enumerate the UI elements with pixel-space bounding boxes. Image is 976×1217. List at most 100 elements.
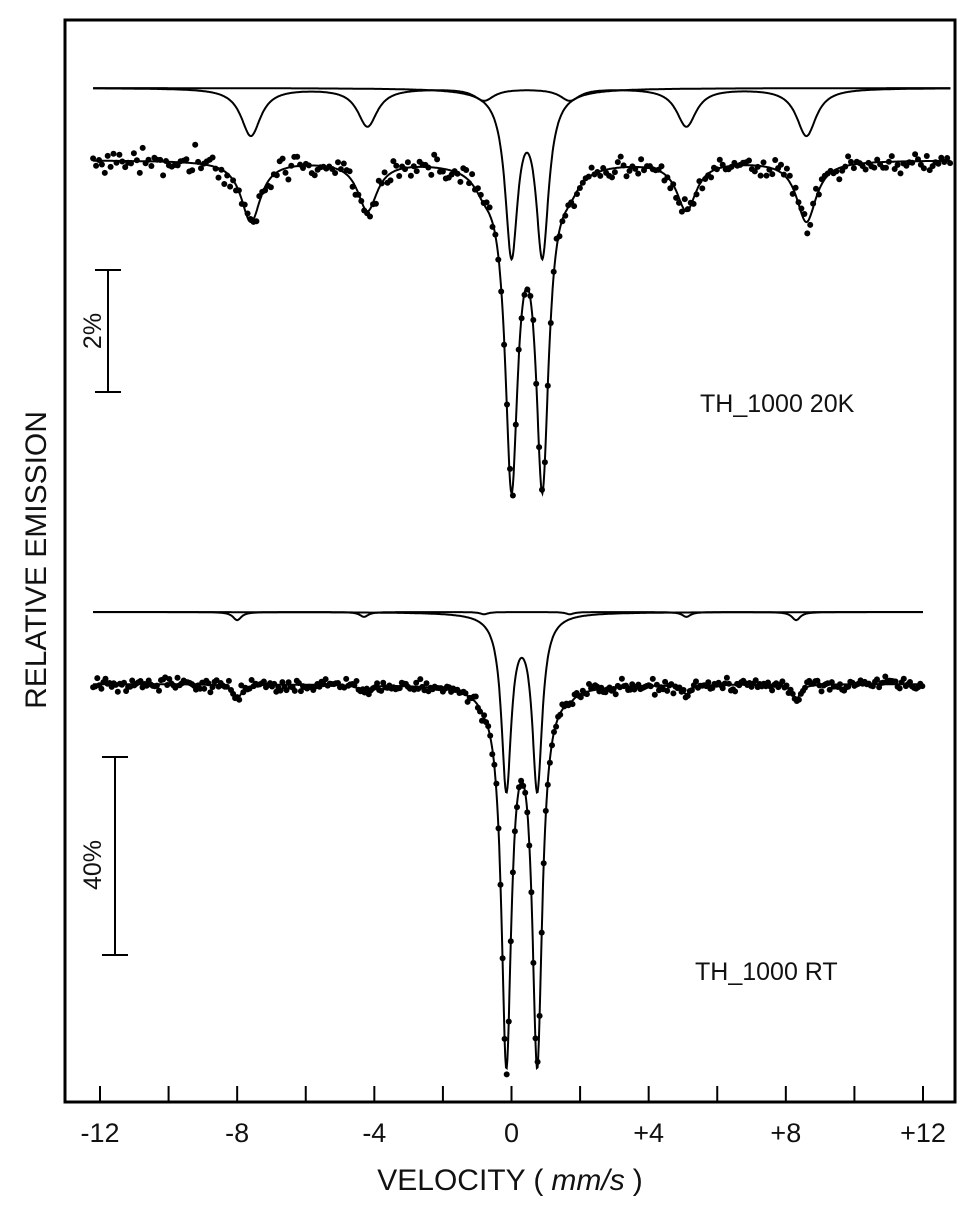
data-point [396,173,403,179]
data-point [121,679,127,686]
data-point [533,380,540,387]
data-point [486,204,493,211]
data-point [163,158,169,164]
data-point [133,157,140,164]
data-points [90,673,926,1078]
data-point [795,696,802,703]
data-point [528,889,535,896]
data-point [230,177,237,184]
data-point [912,151,919,158]
data-point [201,685,208,692]
data-point [128,160,134,167]
data-point [585,173,592,180]
data-point [212,165,219,172]
data-point [113,159,120,166]
data-point [511,828,518,835]
data-point [882,673,889,680]
data-point [763,172,770,179]
data-point [888,153,895,160]
data-point [498,288,505,295]
data-point [209,154,216,161]
data-point [192,141,199,148]
panel-rt: 40% TH_1000 RT [79,611,926,1078]
data-point [139,144,146,151]
data-point [505,1018,512,1025]
data-point [487,732,494,739]
data-point [283,687,290,694]
data-point [696,178,703,185]
data-point [530,317,537,323]
x-axis-label: VELOCITY (mm/s) [377,1164,643,1197]
data-point [935,160,942,167]
data-point [501,1035,508,1042]
data-point [557,711,564,718]
data-point [723,674,730,681]
data-point [670,181,677,188]
data-point [600,165,607,171]
data-point [335,159,341,166]
data-point [892,678,899,685]
data-point [153,682,160,689]
data-point [518,315,525,322]
data-point [871,164,878,171]
data-point [495,825,502,832]
data-point [518,777,525,784]
data-point [779,678,786,685]
data-point [883,164,889,171]
data-point [583,691,590,698]
x-tick-label: +8 [770,1118,801,1148]
data-point [404,159,411,166]
data-point [340,160,347,167]
data-point [690,200,697,207]
data-point [207,689,214,696]
data-point [757,172,764,179]
scale-bar-label: 40% [79,840,107,890]
data-point [423,680,430,687]
data-point [746,157,752,164]
data-point [662,678,669,685]
data-point [836,176,843,183]
data-point [920,165,927,172]
data-point [684,206,691,213]
data-point [291,687,298,694]
data-point [772,157,779,163]
data-point [439,168,446,175]
data-point [577,694,584,701]
data-point [638,156,645,163]
fit-line [93,683,923,1071]
data-point [501,341,508,348]
data-point [664,174,671,181]
data-point [174,674,181,681]
data-point [699,185,706,192]
data-point [693,191,700,198]
data-point [816,682,823,689]
data-point [374,680,381,687]
data-point [635,170,642,177]
data-point [783,165,790,172]
data-point [110,150,117,157]
data-point [559,218,566,225]
data-point [541,459,548,466]
data-point [472,693,479,700]
data-point [98,685,105,692]
data-point [897,170,904,177]
data-point [826,686,833,693]
data-point [93,162,100,169]
data-point [705,679,712,686]
data-point [539,486,545,493]
data-point [402,166,408,173]
doublet-component-line [93,87,951,262]
data-point [792,184,799,191]
data-point [783,682,790,689]
data-point [279,679,286,686]
data-point [503,1071,510,1078]
data-point [137,678,144,684]
data-point [536,444,543,451]
scale-bar: 40% [79,756,128,956]
data-point [534,1058,541,1065]
data-point [116,151,123,158]
data-point [524,809,531,816]
data-point [454,170,461,177]
data-point [396,685,403,692]
